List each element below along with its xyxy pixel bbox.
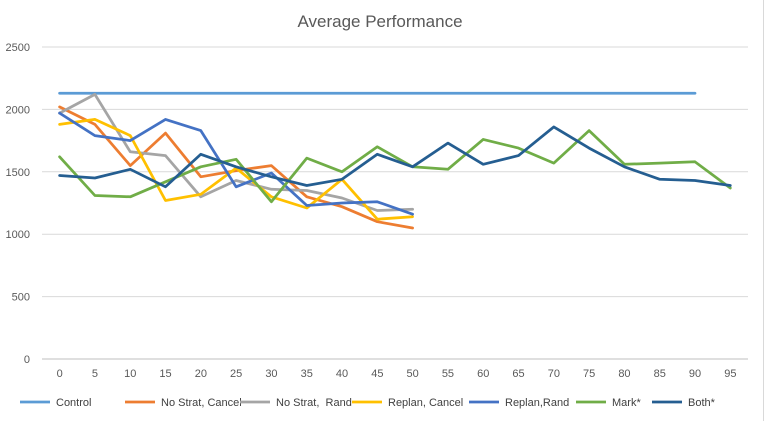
- x-tick-label: 15: [159, 368, 171, 380]
- y-tick-label: 2000: [6, 104, 30, 116]
- gridlines: [42, 46, 748, 360]
- legend-label: Both*: [688, 397, 716, 409]
- x-tick-label: 95: [724, 368, 736, 380]
- legend-label: Mark*: [612, 397, 641, 409]
- x-tick-label: 10: [124, 368, 136, 380]
- chart-title: Average Performance: [297, 12, 462, 31]
- x-tick-label: 60: [477, 368, 489, 380]
- series-line: [58, 111, 414, 216]
- y-tick-label: 1500: [6, 167, 30, 179]
- y-axis: 0 500 1000 1500 2000 2500: [6, 42, 30, 366]
- series-line: [58, 93, 414, 212]
- legend: Control No Strat, Cancel No Strat, Rand Rep…: [20, 397, 716, 409]
- x-axis: 0 5 10 15 20 25 30 35 40 45 50 55 60 65 70 75 80 85 90 95: [57, 368, 737, 380]
- series-line: [58, 105, 414, 230]
- x-tick-label: 50: [407, 368, 419, 380]
- x-tick-label: 5: [92, 368, 98, 380]
- x-tick-label: 25: [230, 368, 242, 380]
- x-tick-label: 90: [689, 368, 701, 380]
- x-tick-label: 70: [548, 368, 560, 380]
- x-tick-label: 30: [265, 368, 277, 380]
- series-line: [58, 125, 732, 189]
- legend-label: Replan,Rand: [505, 397, 569, 409]
- y-tick-label: 500: [12, 292, 30, 304]
- x-tick-label: 80: [618, 368, 630, 380]
- x-tick-label: 55: [442, 368, 454, 380]
- x-tick-label: 75: [583, 368, 595, 380]
- legend-label: No Strat, Cancel: [161, 397, 242, 409]
- x-tick-label: 35: [301, 368, 313, 380]
- x-tick-label: 20: [195, 368, 207, 380]
- x-tick-label: 45: [371, 368, 383, 380]
- legend-label: Replan, Cancel: [388, 397, 463, 409]
- x-tick-label: 0: [57, 368, 63, 380]
- x-tick-label: 65: [512, 368, 524, 380]
- series-line: [58, 129, 732, 204]
- legend-label: Control: [56, 397, 91, 409]
- y-tick-label: 2500: [6, 42, 30, 54]
- x-tick-label: 85: [654, 368, 666, 380]
- series-lines: [58, 91, 732, 230]
- legend-label: No Strat, Rand: [276, 397, 352, 409]
- y-tick-label: 0: [24, 354, 30, 366]
- x-tick-label: 40: [336, 368, 348, 380]
- y-tick-label: 1000: [6, 229, 30, 241]
